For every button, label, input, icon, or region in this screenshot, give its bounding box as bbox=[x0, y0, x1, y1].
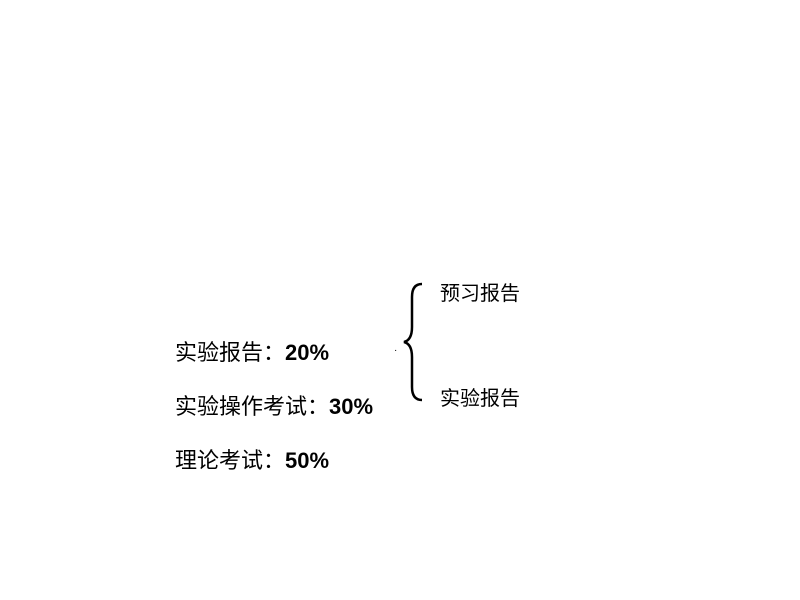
grading-item-report: 实验报告：20% bbox=[175, 335, 373, 367]
grading-label: 实验报告： bbox=[175, 340, 285, 365]
grading-label: 实验操作考试： bbox=[175, 394, 329, 419]
grading-item-theory: 理论考试：50% bbox=[175, 443, 373, 475]
grading-value: 50% bbox=[285, 448, 329, 473]
grading-value: 30% bbox=[329, 394, 373, 419]
sub-item-preview-report: 预习报告 bbox=[440, 277, 520, 306]
grading-breakdown: 实验报告：20% 实验操作考试：30% 理论考试：50% bbox=[175, 335, 373, 475]
curly-brace-icon bbox=[400, 282, 430, 402]
main-grading-list: 实验报告：20% 实验操作考试：30% 理论考试：50% bbox=[175, 335, 373, 475]
grading-label: 理论考试： bbox=[175, 448, 285, 473]
sub-item-lab-report: 实验报告 bbox=[440, 382, 520, 411]
grading-item-practical: 实验操作考试：30% bbox=[175, 389, 373, 421]
grading-value: 20% bbox=[285, 340, 329, 365]
separator-dot: · bbox=[394, 345, 397, 356]
